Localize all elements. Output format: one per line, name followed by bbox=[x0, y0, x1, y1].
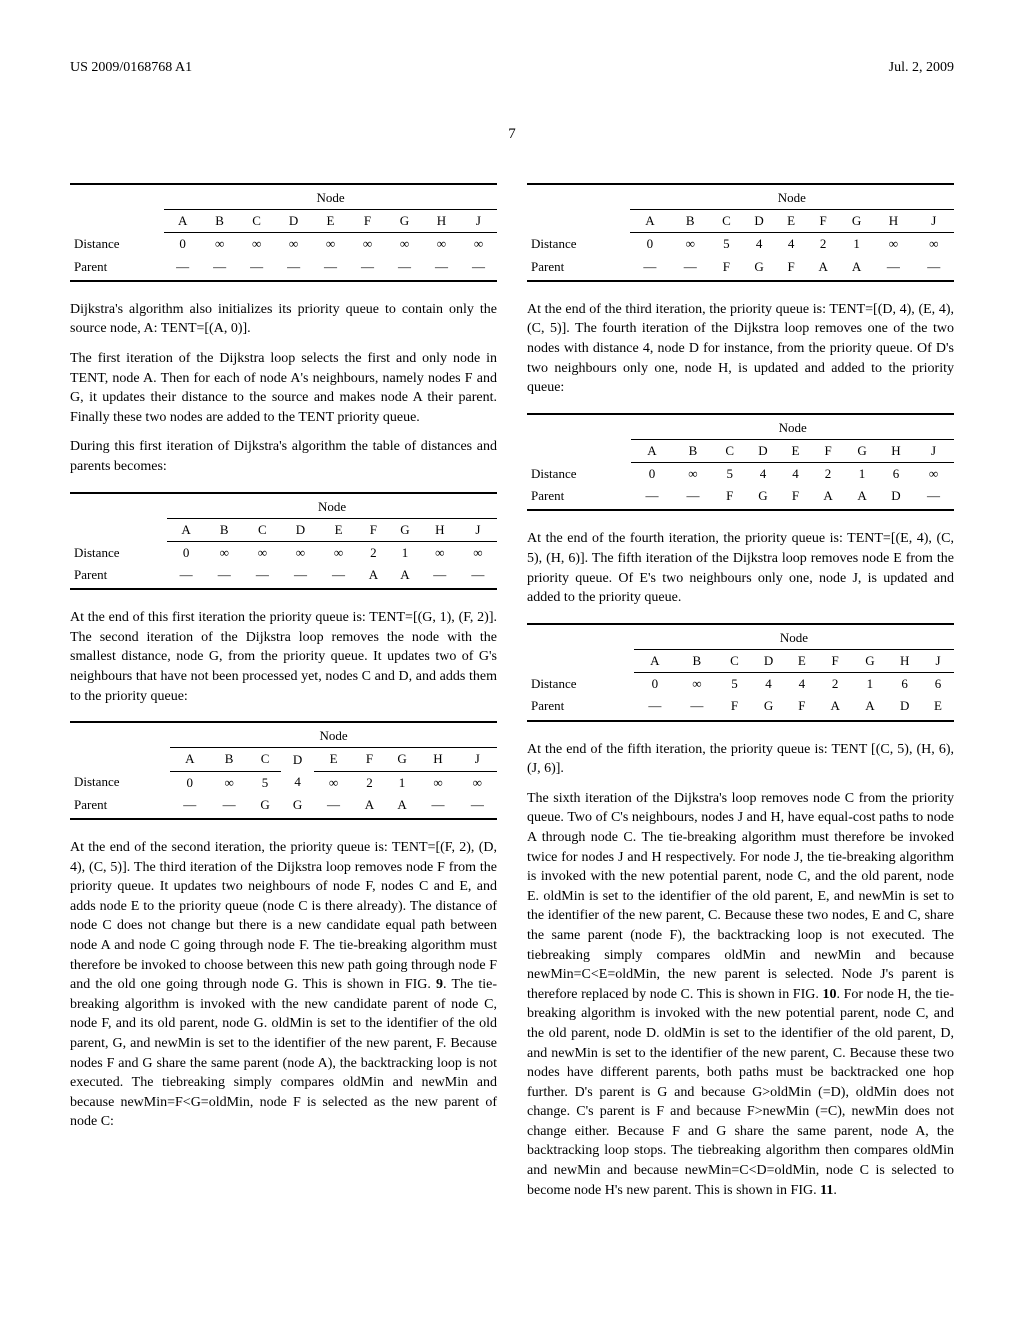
paragraph-fifth-queue: At the end of the fifth iteration, the p… bbox=[527, 740, 954, 779]
table-iteration-4: Node ABCDEFGHJ Distance 0∞544216∞ Parent… bbox=[527, 413, 954, 512]
paragraph-second-iter: At the end of this first iteration the p… bbox=[70, 608, 497, 706]
table-iteration-0: Node A B C D E F G H J Distance 0∞∞∞∞∞∞∞… bbox=[70, 183, 497, 282]
left-column: Node A B C D E F G H J Distance 0∞∞∞∞∞∞∞… bbox=[70, 168, 497, 1210]
paragraph-third-iter: At the end of the second iteration, the … bbox=[70, 838, 497, 1132]
paragraph-fifth-iter: At the end of the fourth iteration, the … bbox=[527, 529, 954, 607]
paragraph-sixth-iter: The sixth iteration of the Dijkstra's lo… bbox=[527, 789, 954, 1200]
right-column: Node ABCDEFGHJ Distance 0∞54421∞∞ Parent… bbox=[527, 168, 954, 1210]
table-iteration-3: Node ABCDEFGHJ Distance 0∞54421∞∞ Parent… bbox=[527, 183, 954, 282]
publication-number: US 2009/0168768 A1 bbox=[70, 60, 192, 76]
table-iteration-5: Node ABCDEFGHJ Distance 0∞5442166 Parent… bbox=[527, 623, 954, 722]
publication-date: Jul. 2, 2009 bbox=[889, 60, 954, 76]
paragraph-fourth-iter: At the end of the third iteration, the p… bbox=[527, 300, 954, 398]
node-header-label: Node bbox=[164, 184, 497, 210]
page-header: US 2009/0168768 A1 Jul. 2, 2009 bbox=[70, 60, 954, 76]
fig-ref-9: 9 bbox=[436, 977, 443, 992]
page-number: 7 bbox=[70, 126, 954, 143]
paragraph-init-queue: Dijkstra's algorithm also initializes it… bbox=[70, 300, 497, 339]
paragraph-first-iter: The first iteration of the Dijkstra loop… bbox=[70, 349, 497, 427]
paragraph-first-iter-table-intro: During this first iteration of Dijkstra'… bbox=[70, 437, 497, 476]
fig-ref-10: 10 bbox=[822, 987, 836, 1002]
fig-ref-11: 11 bbox=[820, 1183, 833, 1198]
table-iteration-1: Node ABCDEFGHJ Distance 0∞∞∞∞21∞∞ Parent… bbox=[70, 492, 497, 591]
table-iteration-2: Node ABCDEFGHJ Distance 0∞54∞21∞∞ Parent… bbox=[70, 721, 497, 820]
